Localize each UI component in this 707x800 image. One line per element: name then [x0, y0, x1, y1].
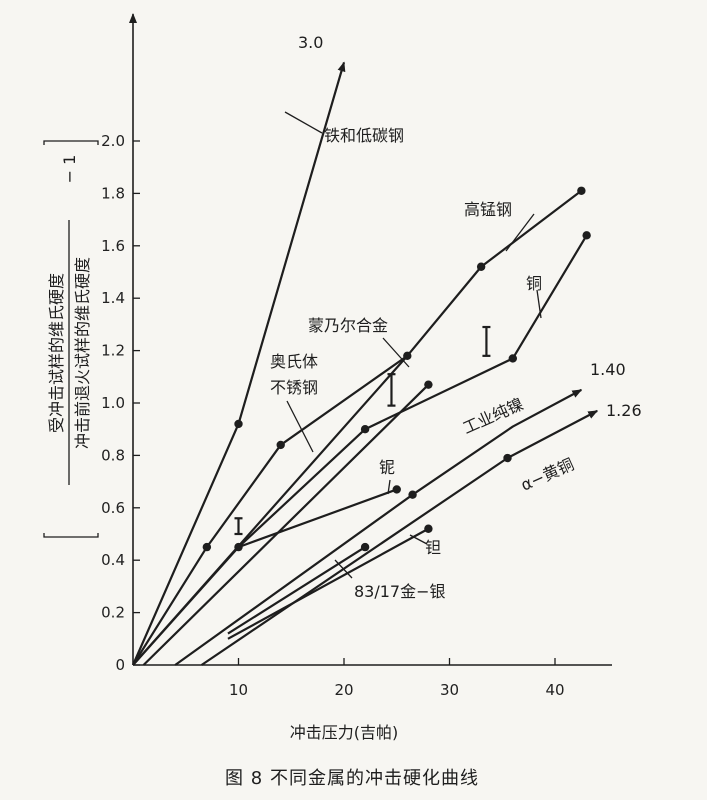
series-0-label: 铁和低碳钢 [324, 126, 404, 145]
series-1-leader [505, 213, 535, 252]
y-tick-label-1.0: 1.0 [101, 394, 125, 412]
series-9-line [227, 546, 366, 635]
series-9-label: 83/17金−银 [354, 582, 446, 601]
x-tick-label-20: 20 [334, 681, 353, 699]
y-tick-label-0.6: 0.6 [101, 499, 125, 517]
y-label-numerator: 受冲击试样的维氏硬度 [47, 273, 66, 433]
series-6-arrow-value: 1.40 [590, 360, 626, 379]
y-tick-label-0.8: 0.8 [101, 446, 125, 464]
y-tick-label-1.8: 1.8 [101, 184, 125, 202]
error-bar-1 [387, 373, 396, 407]
x-tick-label-10: 10 [229, 681, 248, 699]
series-1-line [132, 189, 583, 666]
y-axis-label: 受冲击试样的维氏硬度 冲击前退火试样的维氏硬度 − 1 [43, 140, 99, 538]
series-1-point-2 [577, 186, 586, 195]
series-3-line [132, 354, 408, 666]
series-2-point-0 [234, 542, 243, 552]
series-5-label: 铌 [379, 458, 395, 477]
figure-caption: 图 8 不同金属的冲击硬化曲线 [225, 768, 479, 789]
series-3-leader [286, 400, 314, 453]
y-label-denominator: 冲击前退火试样的维氏硬度 [73, 257, 92, 449]
error-bar-0 [234, 517, 243, 536]
series-0-leader [284, 111, 323, 134]
x-axis-label: 冲击压力(吉帕) [290, 723, 399, 742]
series-0-arrow-value: 3.0 [298, 33, 323, 52]
series-8-label: 钽 [425, 538, 441, 557]
series-2-point-2 [508, 354, 517, 363]
axes: 10 20 30 40 0 0.2 0.4 0.6 0.8 1.0 1.2 1.4 1.6 1.8 2.0 [101, 13, 612, 699]
series-6-label: 工业纯镍 [460, 394, 526, 437]
series-2-point-3 [582, 231, 591, 240]
y-tick-label-0.4: 0.4 [101, 551, 125, 569]
y-tick-label-0.2: 0.2 [101, 604, 125, 622]
series-3-point-1 [276, 440, 285, 450]
y-tick-label-0: 0 [115, 656, 125, 674]
series-3-label-0: 奥氏体 [270, 352, 318, 371]
y-label-bracket-right [43, 140, 99, 145]
marker-group [202, 186, 591, 552]
series-1-point-1 [476, 262, 486, 271]
y-tick-label-2.0: 2.0 [101, 132, 125, 150]
series-group [131, 61, 599, 666]
y-tick-label-1.6: 1.6 [101, 237, 125, 255]
error-bar-2 [482, 325, 491, 357]
series-6-line [174, 388, 583, 666]
y-label-suffix: − 1 [60, 155, 79, 184]
series-8-leader [409, 534, 428, 545]
series-0-point-0 [234, 419, 243, 429]
series-6-point-0 [408, 490, 417, 499]
series-4-line [142, 383, 430, 666]
series-5-point-0 [392, 485, 401, 494]
series-1-label: 高锰钢 [464, 200, 512, 219]
series-4-label: 蒙乃尔合金 [308, 316, 388, 335]
series-8-line [227, 527, 429, 640]
series-5-leader [387, 479, 391, 495]
series-2-leader [536, 289, 542, 319]
series-7-arrow-value: 1.26 [606, 401, 642, 420]
series-7-label: α−黄铜 [518, 455, 577, 495]
series-2-label: 铜 [526, 274, 542, 293]
series-1-point-0 [403, 351, 412, 361]
series-5-line [238, 488, 398, 549]
y-tick-label-1.4: 1.4 [101, 289, 125, 307]
series-2-point-1 [360, 425, 370, 434]
series-4-leader [382, 337, 410, 368]
series-7-point-0 [503, 453, 512, 463]
x-tick-label-30: 30 [440, 681, 459, 699]
y-label-bracket-left [43, 533, 99, 538]
series-3-label-1: 不锈钢 [270, 378, 318, 397]
series-3-point-0 [202, 542, 212, 552]
x-tick-label-40: 40 [545, 681, 564, 699]
series-9-leader [334, 559, 353, 579]
y-tick-label-1.2: 1.2 [101, 342, 125, 360]
series-8-point-0 [424, 524, 433, 533]
series-4-point-0 [424, 380, 433, 389]
error-bar-group [234, 325, 491, 536]
series-9-point-0 [360, 542, 370, 552]
